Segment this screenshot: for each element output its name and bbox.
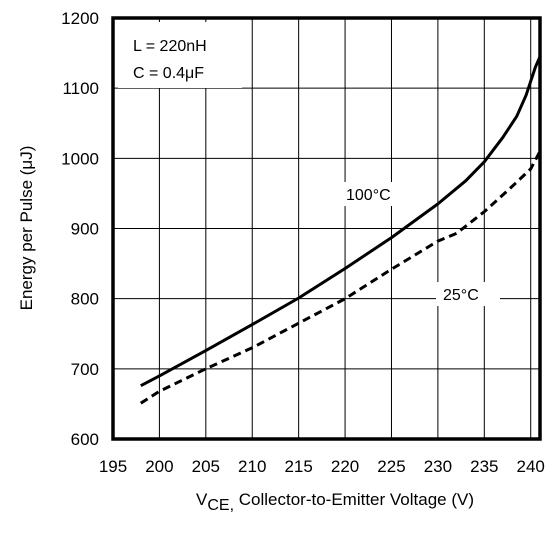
x-tick-label: 225	[377, 457, 405, 476]
x-tick-label: 215	[284, 457, 312, 476]
x-axis-label-rest: Collector-to-Emitter Voltage (V)	[234, 490, 474, 509]
annotation-box	[118, 22, 242, 88]
series-label-bg-100c	[338, 182, 412, 206]
x-tick-label: 240	[517, 457, 545, 476]
x-tick-label: 210	[238, 457, 266, 476]
y-tick-label: 800	[71, 290, 99, 309]
plot-frame	[111, 16, 542, 441]
x-tick-label: 200	[145, 457, 173, 476]
y-tick-label: 1200	[61, 9, 99, 28]
grid-lines	[113, 18, 540, 439]
x-tick-label: 205	[192, 457, 220, 476]
series-line-100c	[140, 55, 542, 388]
y-tick-labels: 600 700 800 900 1000 1100 1200	[61, 9, 99, 449]
x-tick-label: 230	[424, 457, 452, 476]
y-tick-label: 900	[71, 220, 99, 239]
x-tick-labels: 195 200 205 210 215 220 225 230 235 240	[99, 457, 545, 476]
series-label-25c: 25°C	[443, 287, 479, 304]
annotation-inductance: L = 220nH	[133, 38, 207, 55]
x-tick-label: 220	[331, 457, 359, 476]
x-axis-label: VCE, Collector-to-Emitter Voltage (V)	[196, 490, 474, 514]
y-tick-label: 1000	[61, 149, 99, 168]
y-tick-label: 600	[71, 430, 99, 449]
series-label-bg-25c	[436, 282, 500, 306]
y-tick-label: 1100	[62, 79, 99, 98]
y-axis-label: Energy per Pulse (μJ)	[17, 146, 36, 311]
annotation-capacitance: C = 0.4μF	[133, 65, 204, 82]
series-line-25c	[139, 150, 542, 405]
x-axis-label-subscript: CE,	[207, 497, 234, 514]
x-tick-label: 235	[470, 457, 498, 476]
series-label-100c: 100°C	[346, 187, 391, 204]
series-lines	[139, 55, 542, 405]
x-tick-label: 195	[99, 457, 127, 476]
y-tick-label: 700	[71, 360, 99, 379]
x-axis-label-main: V	[196, 490, 208, 509]
